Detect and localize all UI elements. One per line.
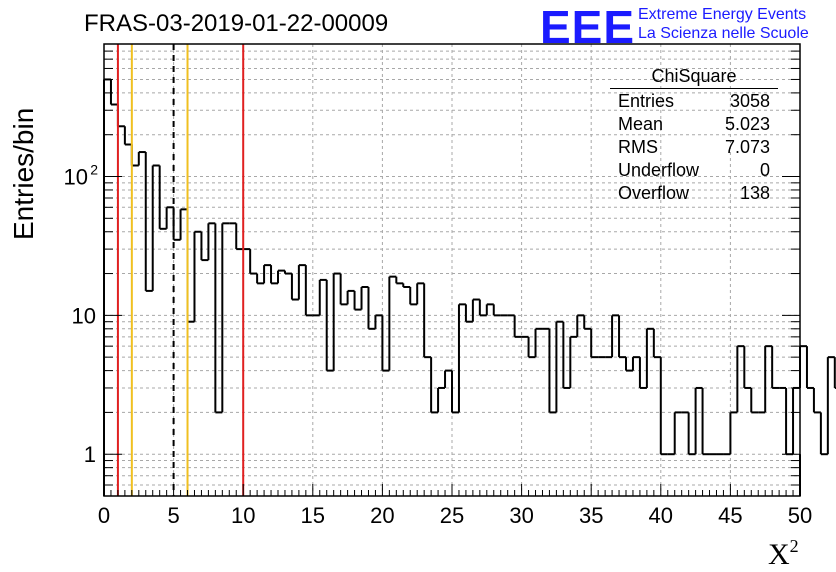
stats-value: 0 [759, 160, 770, 180]
x-tick-label: 45 [718, 503, 742, 528]
stats-row: Entries 3058 [610, 90, 778, 113]
stats-value: 138 [739, 183, 770, 203]
y-tick-label: 10 [72, 303, 96, 328]
stats-row: RMS 7.073 [610, 136, 778, 159]
x-tick-label: 50 [788, 503, 812, 528]
threshold-lines [116, 44, 245, 496]
x-tick-label: 10 [231, 503, 255, 528]
histogram-bins [103, 78, 836, 496]
y-tick-label-exponent: 2 [90, 161, 98, 177]
x-axis-label: X2 [768, 536, 799, 572]
stats-value: 3058 [729, 91, 770, 111]
stats-value: 7.073 [724, 137, 770, 157]
stats-label: Entries [618, 91, 675, 111]
stats-title: ChiSquare [610, 66, 778, 89]
x-tick-label: 30 [509, 503, 533, 528]
logo-line-1: Extreme Energy Events [638, 6, 807, 23]
stats-value: 5.023 [724, 114, 770, 134]
eee-logo: EEE [540, 1, 636, 53]
x-tick-label: 5 [167, 503, 179, 528]
x-tick-label: 25 [440, 503, 464, 528]
stats-label: RMS [618, 137, 658, 157]
stats-label: Mean [618, 114, 664, 134]
y-tick-label: 10 [64, 164, 88, 189]
stats-label: Underflow [618, 160, 700, 180]
logo-line-2: La Scienza nelle Scuole [638, 25, 809, 42]
stats-label: Overflow [618, 183, 690, 203]
stats-row: Underflow 0 [610, 159, 778, 182]
stats-row: Mean 5.023 [610, 113, 778, 136]
x-tick-label: 0 [98, 503, 110, 528]
x-axis-label-exponent: 2 [789, 536, 799, 556]
y-axis-label: Entries/bin [8, 107, 39, 240]
y-tick-label: 1 [84, 442, 96, 467]
chart-title: FRAS-03-2019-01-22-00009 [84, 10, 389, 37]
x-tick-label: 20 [370, 503, 394, 528]
stats-row: Overflow 138 [610, 182, 778, 205]
x-axis: 0 5 10 15 20 25 30 35 40 45 50 [98, 484, 812, 528]
x-tick-label: 35 [579, 503, 603, 528]
x-tick-label: 40 [649, 503, 673, 528]
x-tick-label: 15 [301, 503, 325, 528]
stats-box: ChiSquare Entries 3058 Mean 5.023 RMS 7.073… [610, 66, 778, 205]
x-axis-label-base: X [768, 538, 790, 571]
